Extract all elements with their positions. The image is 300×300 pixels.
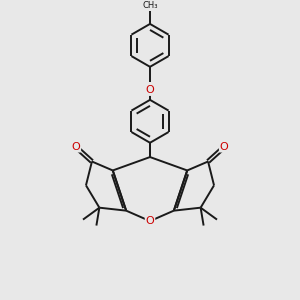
- Text: O: O: [220, 142, 229, 152]
- Text: CH₃: CH₃: [142, 1, 158, 10]
- Text: O: O: [71, 142, 80, 152]
- Text: O: O: [146, 85, 154, 95]
- Text: O: O: [146, 216, 154, 226]
